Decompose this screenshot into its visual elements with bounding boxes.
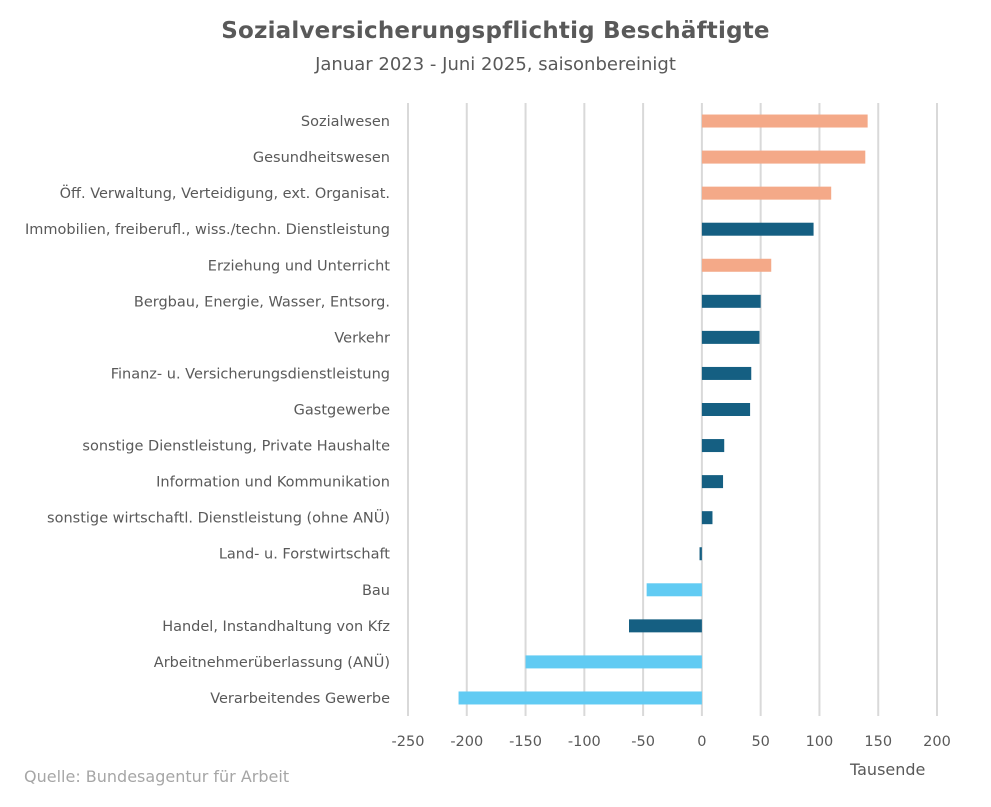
- bar: [699, 547, 702, 561]
- bar: [701, 439, 725, 453]
- source-note: Quelle: Bundesagentur für Arbeit: [24, 767, 290, 786]
- bar: [701, 150, 866, 164]
- x-tick-label: -150: [509, 734, 542, 750]
- chart-title: Sozialversicherungspflichtig Beschäftigt…: [221, 18, 770, 44]
- category-label: sonstige wirtschaftl. Dienstleistung (oh…: [47, 509, 390, 527]
- x-tick-label: -200: [450, 734, 483, 750]
- bar: [701, 258, 772, 272]
- category-label: Gesundheitswesen: [253, 150, 390, 166]
- x-tick-labels: -250 -200 -150 -100 -50 0 50 100 150 200: [392, 734, 951, 750]
- category-label: Bergbau, Energie, Wasser, Entsorg.: [134, 294, 390, 310]
- category-label: Handel, Instandhaltung von Kfz: [162, 619, 390, 635]
- bar: [701, 475, 724, 489]
- category-labels: Sozialwesen Gesundheitswesen Öff. Verwaltu…: [25, 114, 390, 707]
- bar: [701, 366, 752, 380]
- bar: [701, 114, 868, 128]
- chart-subtitle: Januar 2023 - Juni 2025, saisonbereinigt: [315, 54, 676, 75]
- bar: [701, 403, 751, 416]
- category-label: Öff. Verwaltung, Verteidigung, ext. Orga…: [60, 184, 390, 202]
- category-label: Arbeitnehmerüberlassung (ANÜ): [154, 653, 390, 671]
- x-tick-label: -250: [392, 734, 425, 750]
- x-axis-title: Tausende: [850, 760, 926, 779]
- bars: [458, 114, 868, 705]
- bar: [525, 655, 702, 669]
- category-label: sonstige Dienstleistung, Private Haushal…: [82, 439, 390, 455]
- category-label: Verarbeitendes Gewerbe: [210, 691, 390, 707]
- x-tick-label: 50: [751, 734, 769, 750]
- category-label: Finanz- u. Versicherungsdienstleistung: [111, 366, 390, 382]
- category-label: Land- u. Forstwirtschaft: [219, 547, 390, 563]
- category-label: Erziehung und Unterricht: [208, 258, 391, 274]
- bar: [701, 330, 760, 344]
- x-tick-label: -100: [568, 734, 601, 750]
- category-label: Gastgewerbe: [294, 403, 390, 419]
- x-tick-label: 100: [806, 734, 834, 750]
- category-label: Bau: [362, 583, 390, 599]
- bar: [629, 619, 702, 633]
- bar: [701, 222, 814, 236]
- x-tick-label: 200: [923, 734, 951, 750]
- bar: [646, 583, 702, 597]
- bar: [701, 511, 713, 525]
- x-tick-label: 150: [864, 734, 892, 750]
- bar: [701, 186, 832, 200]
- x-tick-label: -50: [631, 734, 655, 750]
- x-tick-label: 0: [697, 734, 706, 750]
- category-label: Immobilien, freiberufl., wiss./techn. Di…: [25, 222, 390, 238]
- bar: [458, 691, 702, 705]
- bar: [701, 294, 761, 308]
- category-label: Verkehr: [334, 330, 390, 346]
- category-label: Information und Kommunikation: [156, 475, 390, 491]
- category-label: Sozialwesen: [301, 114, 390, 130]
